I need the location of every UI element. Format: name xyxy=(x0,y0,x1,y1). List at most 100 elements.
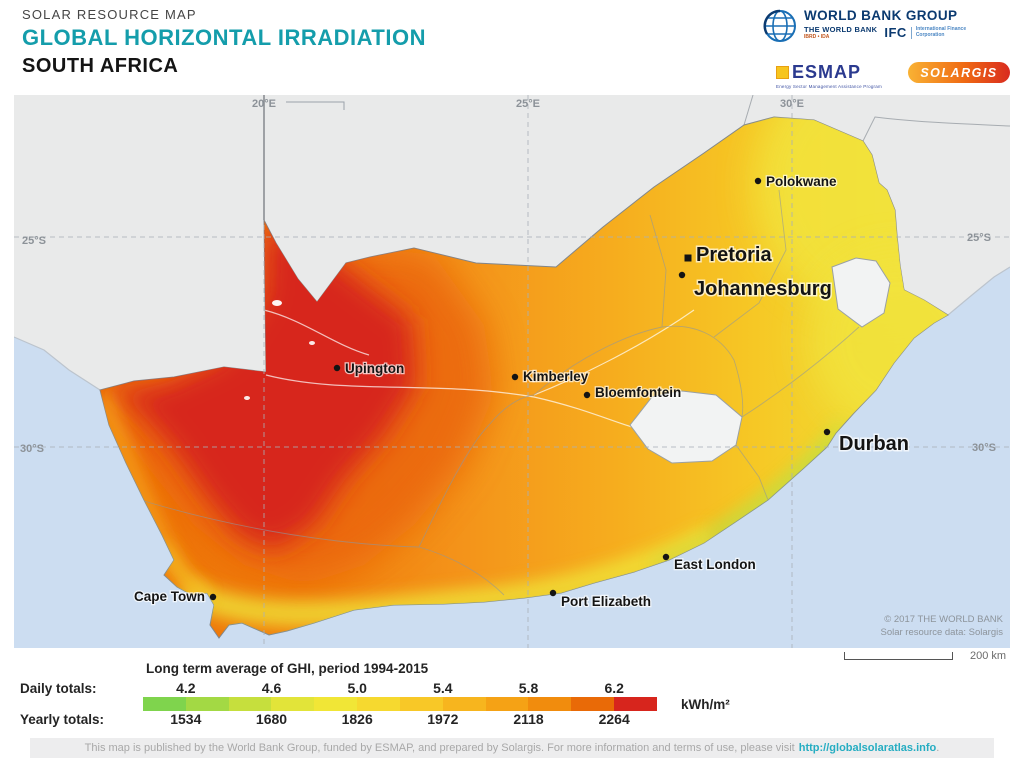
graticule-label: 25°E xyxy=(516,98,540,110)
legend-value: 5.0 xyxy=(347,680,367,696)
footer-suffix: . xyxy=(936,742,940,754)
legend-value: 5.8 xyxy=(518,680,539,696)
city-label-pretoria: Pretoria xyxy=(696,244,772,266)
city-label-kimberley: Kimberley xyxy=(523,369,589,384)
esmap-tagline: Energy Sector Management Assistance Prog… xyxy=(776,84,882,89)
graticule-label: 25°S xyxy=(967,232,991,244)
legend-color-segment xyxy=(271,697,315,711)
map-copyright: © 2017 THE WORLD BANK Solar resource data… xyxy=(880,614,1003,638)
graticule-label: 20°E xyxy=(252,98,276,110)
daily-values: 4.2 4.6 5.0 5.4 5.8 6.2 xyxy=(143,680,657,696)
city-marker-johannesburg xyxy=(678,271,686,279)
city-label-bloemfontein: Bloemfontein xyxy=(595,385,681,400)
graticule-label: 30°S xyxy=(972,442,996,454)
legend-value: 2264 xyxy=(598,711,630,727)
legend-color-segment xyxy=(185,697,229,711)
graticule-label: 30°S xyxy=(20,443,44,455)
scale-bar-label: 200 km xyxy=(970,650,1007,662)
zimbabwe-mozambique-border xyxy=(862,116,1010,142)
cities-layer: Polokwane Pretoria Johannesburg Upington Kim… xyxy=(133,173,911,611)
map-kicker: SOLAR RESOURCE MAP xyxy=(22,7,197,22)
world-bank-globe-icon xyxy=(762,8,798,49)
legend-value: 1972 xyxy=(427,711,459,727)
lesotho-cutout xyxy=(629,390,743,464)
city-marker-upington xyxy=(333,364,341,372)
city-label-durban: Durban xyxy=(839,433,909,455)
legend-value: 1826 xyxy=(341,711,373,727)
footer-text: This map is published by the World Bank … xyxy=(84,742,795,754)
legend-color-segment xyxy=(528,697,572,711)
graticule-label: 30°E xyxy=(780,98,804,110)
ifc-subtitle: International Finance Corporation xyxy=(915,26,967,38)
namibia-coastline xyxy=(14,336,101,391)
city-label-port-elizabeth: Port Elizabeth xyxy=(561,594,651,609)
legend-value: 4.6 xyxy=(261,680,282,696)
ifc-divider xyxy=(910,26,912,39)
logo-block: WORLD BANK GROUP THE WORLD BANK IBRD • I… xyxy=(762,8,1010,89)
graticule-lines xyxy=(14,95,1010,648)
city-marker-durban xyxy=(823,428,831,436)
world-bank-group-logo: WORLD BANK GROUP THE WORLD BANK IBRD • I… xyxy=(762,8,1010,49)
legend-color-segment xyxy=(485,697,529,711)
legend-color-segment xyxy=(228,697,272,711)
city-marker-cape-town xyxy=(209,593,217,601)
legend-value: 6.2 xyxy=(604,680,624,696)
city-label-johannesburg: Johannesburg xyxy=(694,278,832,300)
graticule-tick-bracket xyxy=(286,101,345,110)
city-marker-bloemfontein xyxy=(583,391,591,399)
esmap-logo: ESMAP Energy Sector Management Assistanc… xyxy=(776,62,882,89)
map-canvas: 20°E 25°E 30°E 25°S 25°S 30°S 30°S Polokwane Pr… xyxy=(14,95,1010,648)
graticule-labels-layer: 20°E 25°E 30°E 25°S 25°S 30°S 30°S xyxy=(20,98,996,455)
esmap-icon xyxy=(776,66,789,79)
legend-color-segment xyxy=(143,697,186,711)
city-marker-pretoria xyxy=(684,254,692,262)
scale-bar-line xyxy=(844,652,953,660)
city-label-east-london: East London xyxy=(674,557,756,572)
legend-value: 4.2 xyxy=(176,680,196,696)
ifc-wordmark: IFC xyxy=(884,25,907,40)
legend-color-segment xyxy=(442,697,486,711)
solar-irradiation-map: 20°E 25°E 30°E 25°S 25°S 30°S 30°S Polokwane Pr… xyxy=(14,95,1010,648)
footer-link[interactable]: http://globalsolaratlas.info xyxy=(798,742,937,754)
legend-value: 2118 xyxy=(513,711,544,727)
graticule-label: 25°S xyxy=(22,235,46,247)
city-label-upington: Upington xyxy=(345,361,404,376)
eswatini-cutout xyxy=(831,257,891,328)
ibrd-ida-label: IBRD • IDA xyxy=(804,34,830,40)
legend-yearly-label: Yearly totals: xyxy=(20,712,105,727)
legend-daily-label: Daily totals: xyxy=(20,681,97,696)
legend-color-segment xyxy=(571,697,615,711)
botswana-zimbabwe-border xyxy=(743,95,754,126)
solargis-logo: SOLARGIS xyxy=(908,62,1010,83)
footer-bar: This map is published by the World Bank … xyxy=(30,738,994,758)
legend-value: 1534 xyxy=(170,711,202,727)
city-marker-kimberley xyxy=(511,373,519,381)
city-marker-east-london xyxy=(662,553,670,561)
city-label-polokwane: Polokwane xyxy=(766,174,837,189)
the-world-bank-wordmark: THE WORLD BANK xyxy=(804,25,878,34)
ifc-logo: IFC International Finance Corporation xyxy=(884,25,973,40)
legend-title: Long term average of GHI, period 1994-20… xyxy=(146,661,429,676)
city-marker-polokwane xyxy=(754,177,762,185)
map-copyright-line1: © 2017 THE WORLD BANK xyxy=(884,614,1003,625)
legend-color-segment xyxy=(357,697,400,711)
city-marker-port-elizabeth xyxy=(549,589,557,597)
legend-value: 1680 xyxy=(255,711,288,727)
legend-value: 5.4 xyxy=(433,680,453,696)
scale-bar: 200 km xyxy=(844,650,1014,664)
page-subtitle: SOUTH AFRICA xyxy=(22,55,179,77)
esmap-wordmark: ESMAP xyxy=(792,62,862,82)
ocean xyxy=(14,267,1010,648)
mozambique-coastline xyxy=(947,266,1010,316)
province-borders xyxy=(143,189,860,596)
map-copyright-line2: Solar resource data: Solargis xyxy=(880,627,1003,638)
legend-colorbar xyxy=(143,697,657,711)
city-label-cape-town: Cape Town xyxy=(134,589,205,604)
world-bank-group-wordmark: WORLD BANK GROUP xyxy=(804,8,958,23)
legend-color-segment xyxy=(314,697,358,711)
legend-color-segment xyxy=(614,697,657,711)
yearly-values: 1534 1680 1826 1972 2118 2264 xyxy=(143,711,657,727)
page-title: GLOBAL HORIZONTAL IRRADIATION xyxy=(22,25,426,50)
legend-color-segment xyxy=(399,697,443,711)
legend-unit: kWh/m² xyxy=(681,697,730,712)
